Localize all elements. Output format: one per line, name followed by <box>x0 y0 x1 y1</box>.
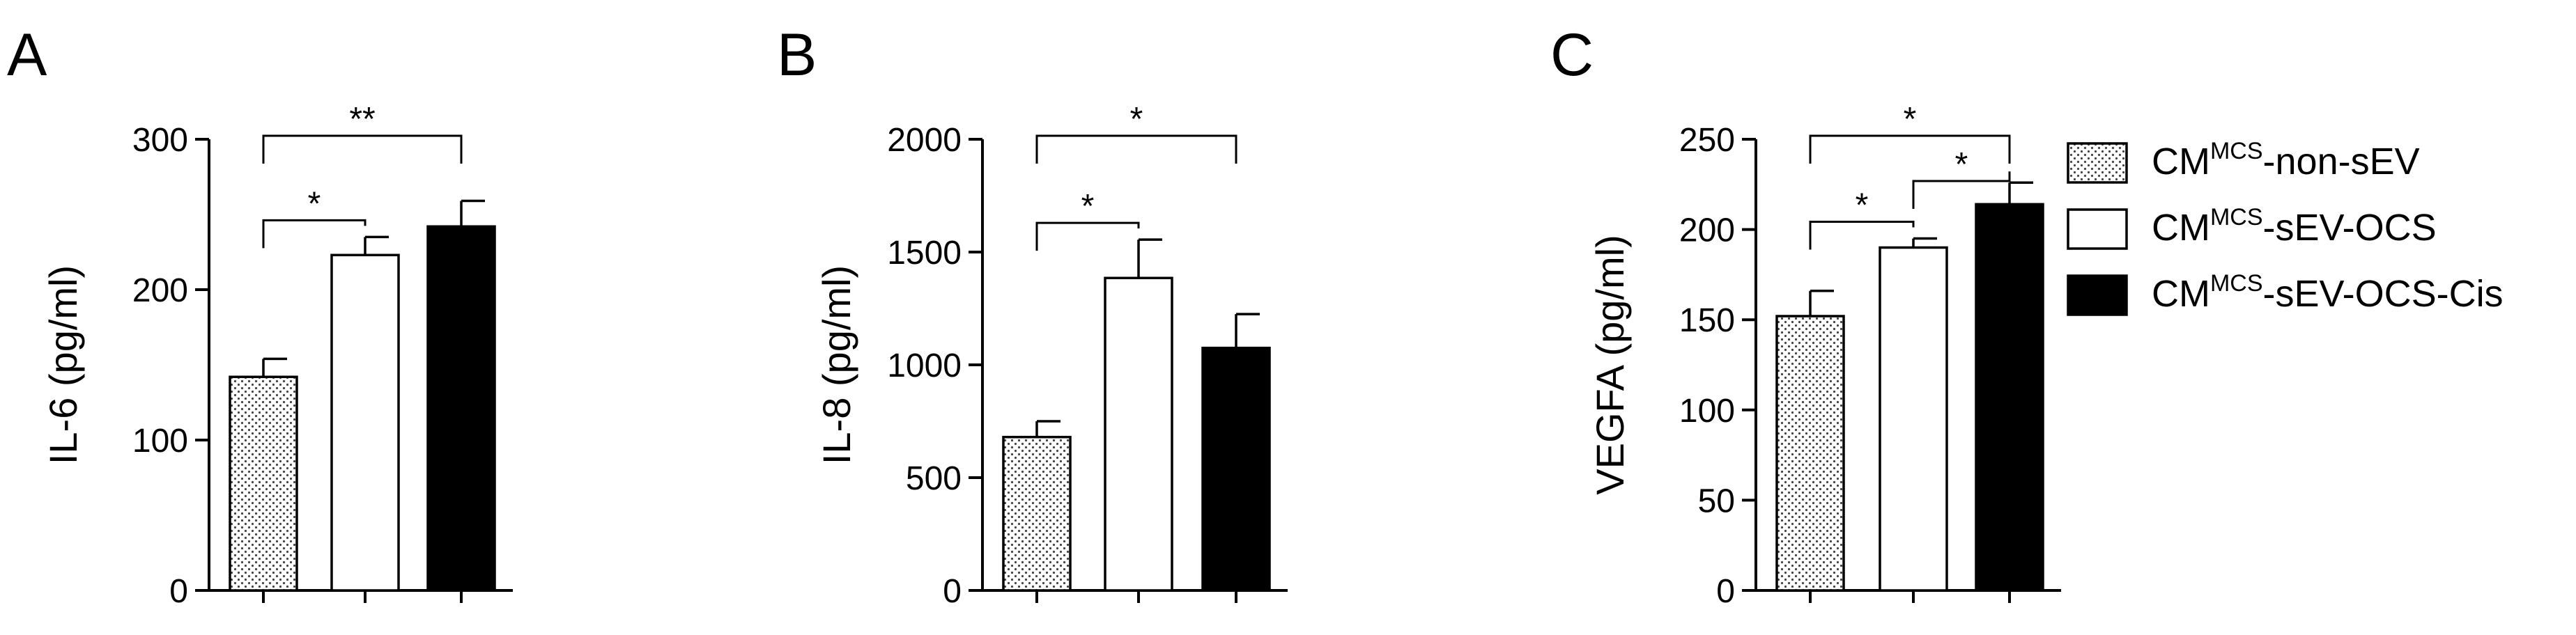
y-tick-label: 2000 <box>887 122 962 159</box>
legend-superscript: MCS <box>2210 270 2263 297</box>
bar <box>1879 246 1948 592</box>
chart-panel-c: C 0 50 100 150 200 250 VEGFA (pg/ml) * * * <box>1550 22 2061 610</box>
legend-prefix: CM <box>2152 207 2210 249</box>
significance-bracket <box>262 134 463 164</box>
y-axis-label: IL-6 (pg/ml) <box>41 265 85 464</box>
y-tick-label: 200 <box>132 272 188 309</box>
y-tick-label: 150 <box>1679 302 1735 339</box>
legend-superscript: MCS <box>2210 138 2263 164</box>
chart-panel-b: B 0 500 1000 1500 2000 IL-8 (pg/ml) * * <box>777 22 1288 610</box>
y-axis-label: VEGFA (pg/ml) <box>1588 235 1632 494</box>
significance-label: ** <box>349 101 375 138</box>
legend-prefix: CM <box>2152 273 2210 315</box>
significance-bracket <box>262 219 367 249</box>
y-tick-label: 0 <box>1716 573 1735 610</box>
significance-bracket <box>1809 221 1915 250</box>
y-tick-label: 1000 <box>887 347 962 384</box>
bar <box>1775 315 1845 592</box>
legend-entry: CMMCS-sEV-OCS <box>2067 204 2437 250</box>
panel-letter: C <box>1550 22 1594 88</box>
bar <box>1975 203 2044 592</box>
bar <box>1104 276 1173 592</box>
legend-superscript: MCS <box>2210 204 2263 230</box>
y-tick-label: 250 <box>1679 122 1735 159</box>
bar <box>1201 346 1271 592</box>
legend-label: CMMCS-sEV-OCS-Cis <box>2152 270 2504 315</box>
significance-label: * <box>1130 101 1143 138</box>
legend-prefix: CM <box>2152 141 2210 182</box>
significance-label: * <box>308 185 321 222</box>
legend-label: CMMCS-non-sEV <box>2152 138 2420 182</box>
y-tick-label: 300 <box>132 122 188 159</box>
legend-entry: CMMCS-sEV-OCS-Cis <box>2067 270 2504 316</box>
significance-bracket <box>1809 134 2011 164</box>
bar <box>330 253 400 592</box>
y-tick-label: 100 <box>132 423 188 460</box>
legend-swatch <box>2067 274 2128 316</box>
significance-label: * <box>1955 146 1968 183</box>
bar <box>229 375 298 592</box>
significance-bracket <box>1035 134 1237 164</box>
significance-bracket <box>1912 171 2011 209</box>
legend-label: CMMCS-sEV-OCS <box>2152 204 2437 249</box>
y-tick-label: 50 <box>1698 483 1735 519</box>
significance-bracket <box>1035 221 1140 251</box>
panel-letter: B <box>777 22 817 88</box>
y-tick-label: 500 <box>906 460 962 497</box>
legend-suffix: -non-sEV <box>2263 141 2420 182</box>
legend-entry: CMMCS-non-sEV <box>2067 138 2420 184</box>
legend-swatch <box>2067 142 2128 184</box>
legend-suffix: -sEV-OCS <box>2263 207 2437 249</box>
y-axis-label: IL-8 (pg/ml) <box>815 265 858 464</box>
bar <box>1002 435 1072 592</box>
legend: CMMCS-non-sEVCMMCS-sEV-OCSCMMCS-sEV-OCS-… <box>2067 138 2504 316</box>
significance-label: * <box>1856 187 1869 224</box>
legend-swatch <box>2067 208 2128 250</box>
significance-label: * <box>1081 188 1095 225</box>
legend-suffix: -sEV-OCS-Cis <box>2263 273 2504 315</box>
y-tick-label: 0 <box>943 573 962 610</box>
y-tick-label: 200 <box>1679 212 1735 249</box>
bar <box>426 225 496 592</box>
y-tick-label: 1500 <box>887 235 962 272</box>
panel-letter: A <box>7 22 47 88</box>
y-tick-label: 100 <box>1679 393 1735 430</box>
significance-label: * <box>1904 101 1917 138</box>
y-tick-label: 0 <box>169 573 188 610</box>
